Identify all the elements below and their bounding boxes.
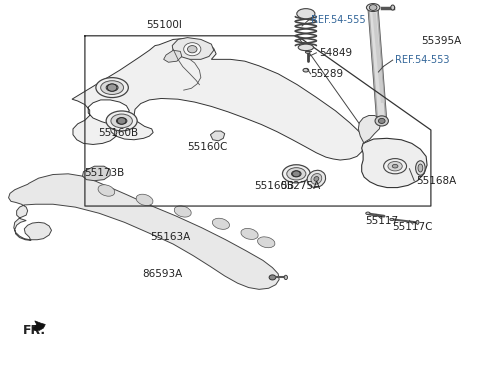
Text: 55289: 55289: [311, 69, 344, 79]
Text: 55173B: 55173B: [84, 168, 124, 178]
Circle shape: [375, 116, 388, 126]
Ellipse shape: [106, 84, 118, 91]
Text: REF.54-555: REF.54-555: [311, 15, 365, 24]
Ellipse shape: [136, 194, 153, 205]
Ellipse shape: [258, 237, 275, 248]
Circle shape: [184, 43, 201, 56]
Ellipse shape: [96, 78, 128, 97]
Ellipse shape: [174, 206, 191, 217]
Ellipse shape: [314, 177, 319, 181]
Circle shape: [188, 46, 197, 53]
Text: 54849: 54849: [319, 48, 352, 58]
Text: 55117C: 55117C: [393, 222, 433, 232]
Circle shape: [378, 118, 385, 123]
Text: 55395A: 55395A: [421, 35, 462, 46]
Ellipse shape: [282, 165, 310, 183]
Text: 55160B: 55160B: [254, 181, 294, 191]
Polygon shape: [210, 131, 225, 141]
Circle shape: [369, 5, 377, 11]
Ellipse shape: [388, 161, 402, 171]
Ellipse shape: [98, 185, 115, 196]
Circle shape: [108, 84, 117, 91]
Text: 86593A: 86593A: [143, 269, 183, 279]
Ellipse shape: [284, 275, 288, 280]
Ellipse shape: [416, 220, 419, 224]
Ellipse shape: [311, 173, 322, 184]
Text: FR.: FR.: [24, 324, 47, 337]
Ellipse shape: [111, 114, 132, 128]
Ellipse shape: [297, 9, 315, 19]
Circle shape: [292, 171, 300, 177]
Polygon shape: [9, 174, 279, 289]
Ellipse shape: [106, 111, 137, 131]
Text: 55160B: 55160B: [98, 128, 138, 138]
Ellipse shape: [366, 212, 370, 215]
Ellipse shape: [116, 118, 127, 124]
Polygon shape: [33, 321, 45, 330]
Text: 55160C: 55160C: [187, 142, 228, 152]
Ellipse shape: [291, 171, 301, 177]
Circle shape: [269, 275, 276, 280]
Polygon shape: [359, 115, 381, 143]
Circle shape: [117, 118, 126, 124]
Text: 55100I: 55100I: [146, 20, 181, 30]
Ellipse shape: [305, 51, 310, 53]
Text: 55117: 55117: [365, 216, 398, 226]
Polygon shape: [72, 38, 365, 160]
Ellipse shape: [307, 170, 325, 188]
Text: 55275A: 55275A: [280, 181, 320, 191]
Polygon shape: [362, 138, 427, 188]
Ellipse shape: [418, 164, 423, 172]
Ellipse shape: [212, 218, 229, 229]
Polygon shape: [83, 166, 110, 181]
Text: 55163A: 55163A: [151, 232, 191, 242]
Ellipse shape: [392, 164, 398, 168]
Ellipse shape: [287, 168, 306, 180]
Text: REF.54-553: REF.54-553: [395, 55, 450, 65]
Ellipse shape: [384, 159, 407, 174]
Ellipse shape: [101, 81, 123, 95]
Polygon shape: [172, 38, 214, 59]
Text: 55168A: 55168A: [417, 176, 457, 186]
Ellipse shape: [298, 44, 313, 51]
Ellipse shape: [303, 68, 309, 72]
Ellipse shape: [366, 4, 380, 12]
Ellipse shape: [391, 5, 395, 10]
Polygon shape: [164, 50, 182, 62]
Ellipse shape: [416, 161, 425, 175]
Ellipse shape: [390, 218, 394, 220]
Ellipse shape: [241, 228, 258, 239]
